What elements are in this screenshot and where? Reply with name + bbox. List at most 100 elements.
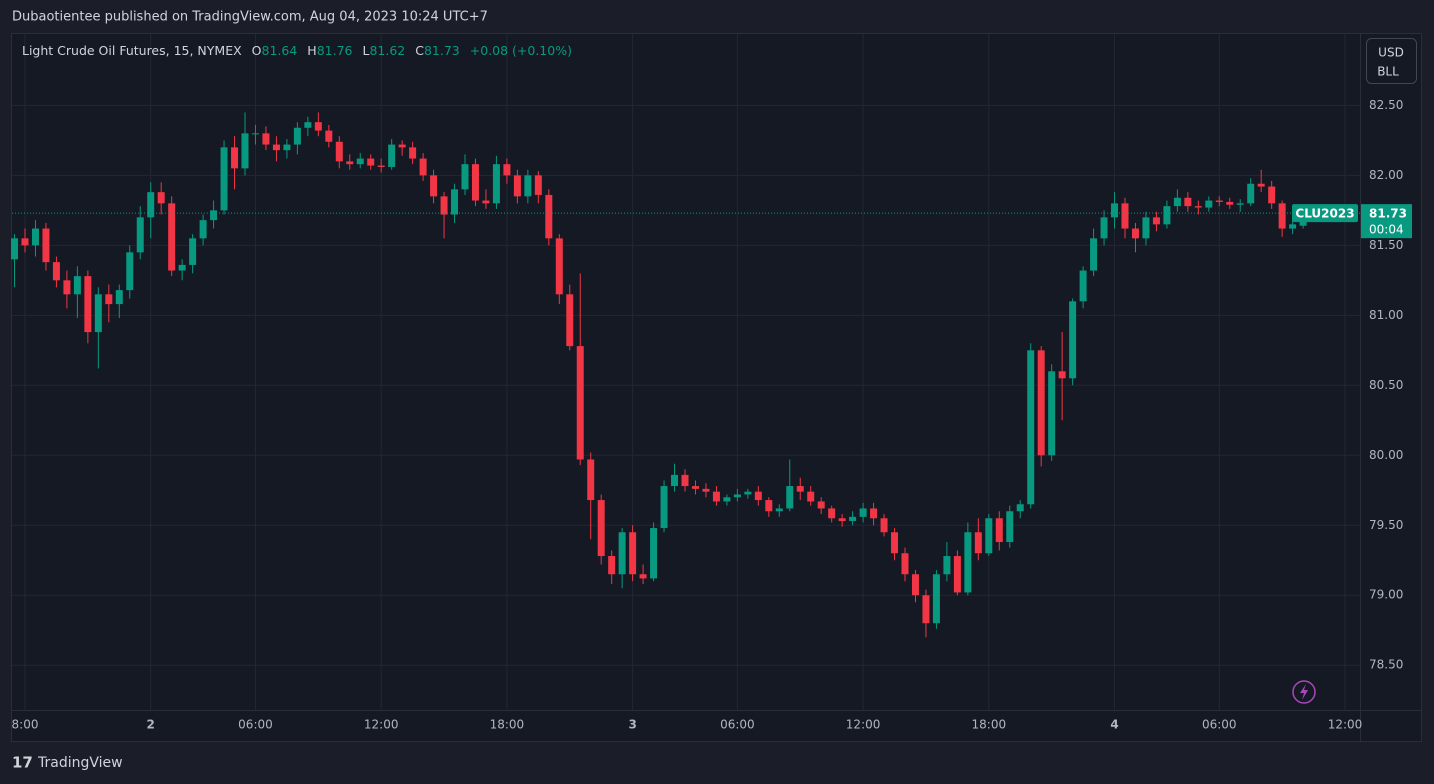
candle-body (430, 175, 438, 197)
candle-body (272, 144, 280, 151)
x-tick-label: 2 (147, 718, 155, 732)
candle-body (817, 501, 825, 509)
candle-body (671, 474, 679, 487)
candle-body (451, 189, 459, 215)
x-tick-label: 12:00 (846, 718, 881, 732)
candle-body (943, 556, 951, 575)
candle-body (828, 508, 836, 519)
candle-body (691, 486, 699, 489)
candle-body (398, 144, 406, 148)
candle-body (576, 346, 584, 460)
candle-body (901, 553, 909, 575)
x-tick-label: 18:00 (972, 718, 1007, 732)
y-tick-label: 79.50 (1369, 518, 1403, 532)
candle-body (744, 491, 752, 495)
candle-body (629, 532, 637, 575)
candle-body (220, 147, 228, 211)
currency[interactable]: USD (1378, 46, 1404, 60)
candle-body (115, 290, 123, 305)
candle-body (849, 516, 857, 522)
brand-name: TradingView (37, 755, 123, 771)
candle-body (807, 491, 815, 502)
candle-body (419, 158, 427, 176)
candle-body (1163, 206, 1171, 225)
candle-body (52, 262, 60, 281)
candles (11, 112, 1307, 638)
candle-body (1131, 228, 1139, 239)
candle-body (231, 147, 239, 169)
candle-body (73, 276, 81, 295)
y-tick-label: 82.00 (1369, 168, 1403, 182)
candle-body (31, 228, 39, 246)
candle-body (534, 175, 542, 195)
x-tick-label: 12:00 (1328, 718, 1363, 732)
candle-body (1268, 186, 1276, 204)
candle-body (1278, 203, 1286, 229)
x-tick-label: 4 (1110, 718, 1118, 732)
candle-body (1037, 350, 1045, 456)
candle-body (974, 532, 982, 554)
x-tick-label: 3 (628, 718, 636, 732)
candle-body (409, 147, 417, 159)
candle-body (597, 500, 605, 557)
candle-body (210, 210, 218, 221)
x-tick-label: 12:00 (364, 718, 399, 732)
unit[interactable]: BLL (1377, 65, 1399, 79)
alert-icon[interactable] (1292, 680, 1316, 704)
candle-body (1205, 200, 1213, 208)
candle-body (639, 574, 647, 579)
candle-body (367, 158, 375, 166)
candle-body (126, 252, 134, 291)
candle-body (388, 144, 396, 167)
candle-body (1100, 217, 1108, 239)
y-tick-label: 80.50 (1369, 378, 1403, 392)
candle-body (63, 280, 71, 295)
currency-button[interactable] (1366, 38, 1417, 84)
x-tick-label: 8:00 (12, 718, 39, 732)
candle-body (524, 175, 532, 197)
candle-body (566, 294, 574, 347)
candle-body (608, 556, 616, 575)
candle-body (1236, 203, 1244, 205)
chart-frame (11, 33, 1422, 742)
candle-body (1226, 201, 1234, 205)
symbol-tag-text: CLU2023 (1295, 207, 1354, 221)
x-tick-label: 06:00 (238, 718, 273, 732)
candle-body (304, 122, 312, 128)
candle-body (838, 518, 846, 522)
ohlc-key: L (362, 43, 369, 58)
candle-body (94, 294, 102, 333)
candle-body (136, 217, 144, 253)
candle-body (147, 192, 155, 218)
candle-body (471, 164, 479, 201)
x-tick-label: 18:00 (490, 718, 525, 732)
candle-body (168, 203, 176, 271)
candle-body (251, 133, 259, 135)
candle-body (765, 500, 773, 512)
candle-body (84, 276, 92, 333)
candle-body (733, 494, 741, 498)
candle-body (503, 164, 511, 176)
candle-body (911, 574, 919, 596)
candle-body (262, 133, 270, 145)
candle-body (346, 161, 354, 165)
alert-bolt (1300, 684, 1308, 700)
candle-body (492, 164, 500, 204)
candle-body (1173, 197, 1181, 207)
candle-body (796, 486, 804, 492)
candle-body (157, 192, 165, 204)
ohlc-value: 81.76 (317, 43, 353, 58)
candle-body (1006, 511, 1014, 543)
publish-header: Dubaotientee published on TradingView.co… (12, 10, 488, 25)
candle-body (199, 220, 207, 239)
candle-body (1152, 217, 1160, 225)
ohlc-value: 81.62 (369, 43, 405, 58)
candle-body (1016, 504, 1024, 512)
candle-body (283, 144, 291, 151)
candle-body (1184, 197, 1192, 207)
candle-body (1121, 203, 1129, 229)
candle-body (1079, 270, 1087, 302)
x-tick-label: 06:00 (720, 718, 755, 732)
